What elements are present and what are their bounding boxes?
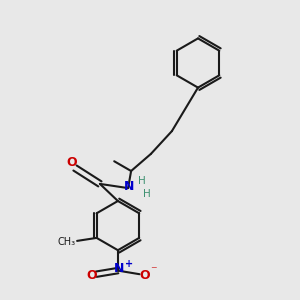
Text: N: N — [114, 262, 124, 275]
Text: ⁻: ⁻ — [150, 265, 156, 278]
Text: H: H — [138, 176, 146, 185]
Text: H: H — [142, 189, 150, 199]
Text: CH₃: CH₃ — [58, 237, 76, 247]
Text: O: O — [86, 268, 97, 282]
Text: O: O — [67, 156, 77, 169]
Text: +: + — [125, 259, 134, 269]
Text: O: O — [139, 268, 150, 282]
Text: N: N — [124, 180, 134, 193]
